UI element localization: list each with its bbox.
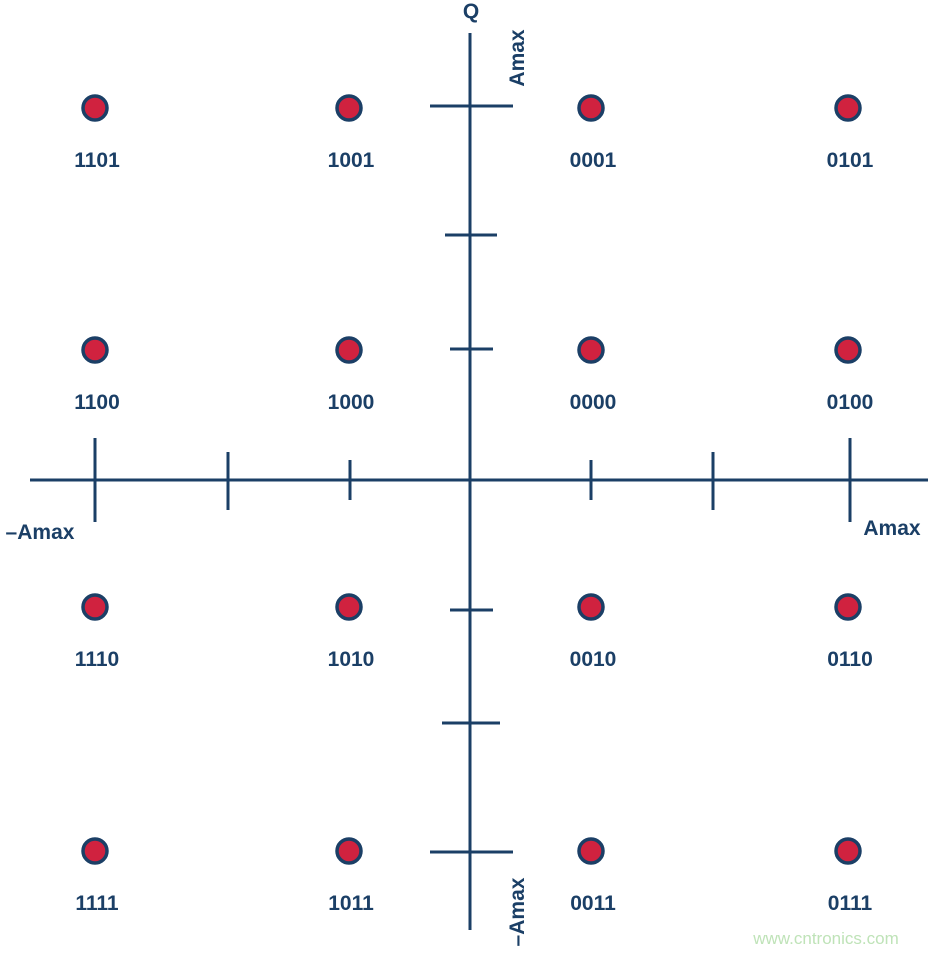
constellation-point xyxy=(81,94,109,122)
constellation-point xyxy=(81,336,109,364)
point-label: 1111 xyxy=(75,892,119,915)
point-label: 1101 xyxy=(74,149,120,172)
q-axis-label: Q xyxy=(463,0,479,23)
point-label: 1100 xyxy=(74,391,120,414)
point-label: 1010 xyxy=(328,648,375,671)
constellation-point xyxy=(335,837,363,865)
constellation-point xyxy=(577,94,605,122)
constellation-point xyxy=(335,593,363,621)
point-label: 0100 xyxy=(827,391,874,414)
point-label: 1011 xyxy=(328,892,374,915)
point-label: 0010 xyxy=(570,648,617,671)
constellation-point xyxy=(335,94,363,122)
constellation-point xyxy=(577,593,605,621)
constellation-point xyxy=(335,336,363,364)
point-label: 0011 xyxy=(570,892,616,915)
constellation-point xyxy=(834,336,862,364)
q-max-label: Amax xyxy=(506,29,529,87)
constellation-point xyxy=(81,837,109,865)
point-label: 1000 xyxy=(328,391,375,414)
constellation-point xyxy=(834,94,862,122)
constellation-point xyxy=(577,336,605,364)
point-label: 0000 xyxy=(570,391,617,414)
i-max-label: Amax xyxy=(863,517,921,540)
constellation-point xyxy=(834,593,862,621)
point-label: 0111 xyxy=(828,892,873,915)
constellation-point xyxy=(577,837,605,865)
point-label: 0110 xyxy=(827,648,873,671)
q-min-label: –Amax xyxy=(506,877,529,946)
constellation-point xyxy=(81,593,109,621)
constellation-point xyxy=(834,837,862,865)
point-label: 0101 xyxy=(827,149,874,172)
i-min-label: –Amax xyxy=(6,521,75,544)
watermark: www.cntronics.com xyxy=(752,929,898,948)
point-label: 1110 xyxy=(75,648,119,671)
point-label: 0001 xyxy=(570,149,617,172)
point-label: 1001 xyxy=(328,149,375,172)
